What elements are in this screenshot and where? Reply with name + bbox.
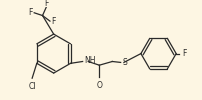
Text: F: F (29, 8, 33, 17)
Text: NH: NH (84, 56, 96, 65)
Text: O: O (96, 81, 102, 90)
Text: Cl: Cl (28, 82, 36, 91)
Text: S: S (122, 58, 127, 67)
Text: F: F (44, 0, 48, 8)
Text: F: F (182, 49, 187, 58)
Text: F: F (51, 17, 55, 26)
